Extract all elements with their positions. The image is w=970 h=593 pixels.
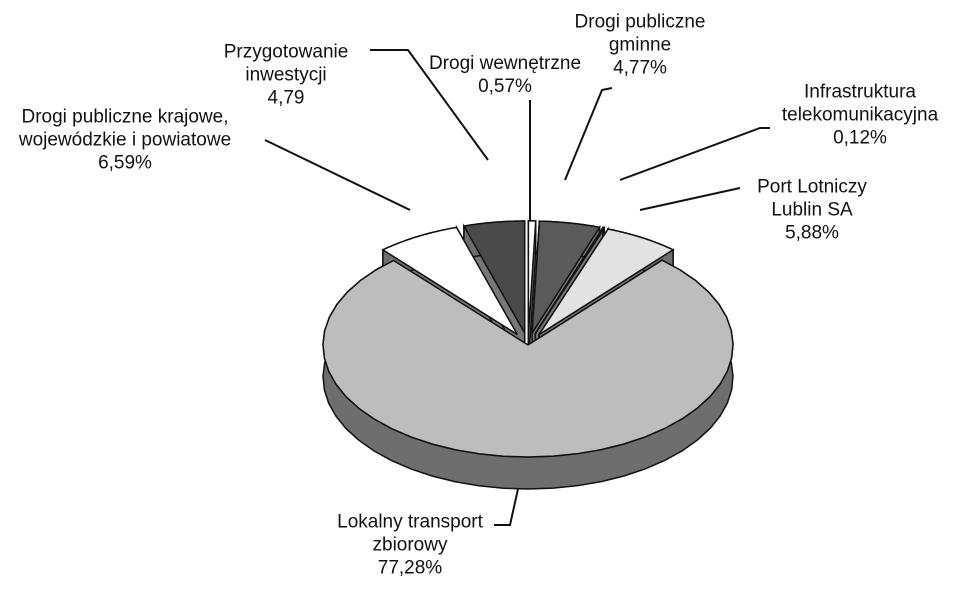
slice-label: Infrastruktura telekomunikacyjna 0,12%: [755, 81, 965, 150]
leader-line: [639, 187, 741, 211]
value-label: 4,79: [267, 87, 305, 109]
leader-line: [370, 49, 489, 161]
leader-line: [619, 127, 770, 181]
leader-line: [264, 139, 411, 211]
value-label: 5,88%: [785, 222, 839, 244]
slice: [538, 228, 675, 336]
slice: [322, 259, 734, 458]
slice-label: Drogi publiczne gminne 4,77%: [565, 11, 715, 80]
leader-line: [564, 87, 613, 181]
value-label: 6,59%: [98, 152, 152, 174]
category-name: Port Lotniczy Lublin SA: [757, 176, 867, 221]
slice-label: Port Lotniczy Lublin SA 5,88%: [742, 176, 882, 245]
slice-label: Przygotowanie inwestycji 4,79: [201, 41, 371, 110]
value-label: 0,57%: [478, 76, 532, 97]
slice: [531, 220, 601, 334]
slice: [462, 220, 526, 336]
slice-tops: [322, 220, 734, 458]
value-label: 0,12%: [833, 127, 887, 149]
slice: [534, 227, 606, 335]
value-label: 77,28%: [377, 557, 443, 579]
category-name: Przygotowanie inwestycji: [223, 41, 349, 86]
category-name: Drogi wewnętrzne: [428, 53, 582, 74]
leader-line: [494, 479, 521, 526]
leaders: [264, 49, 770, 526]
slice: [527, 220, 537, 333]
slice-label: Drogi publiczne krajowe, wojewódzkie i p…: [5, 106, 245, 175]
category-name: Drogi publiczne gminne: [574, 11, 706, 56]
value-label: 4,77%: [613, 57, 667, 79]
category-name: Infrastruktura telekomunikacyjna: [781, 81, 939, 126]
category-name: Drogi publiczne krajowe, wojewódzkie i p…: [18, 106, 232, 151]
category-name: Lokalny transport zbiorowy: [337, 511, 483, 556]
slice-label: Drogi wewnętrzne 0,57%: [390, 52, 620, 98]
slice: [381, 226, 518, 336]
slice-label: Lokalny transport zbiorowy 77,28%: [315, 511, 505, 580]
